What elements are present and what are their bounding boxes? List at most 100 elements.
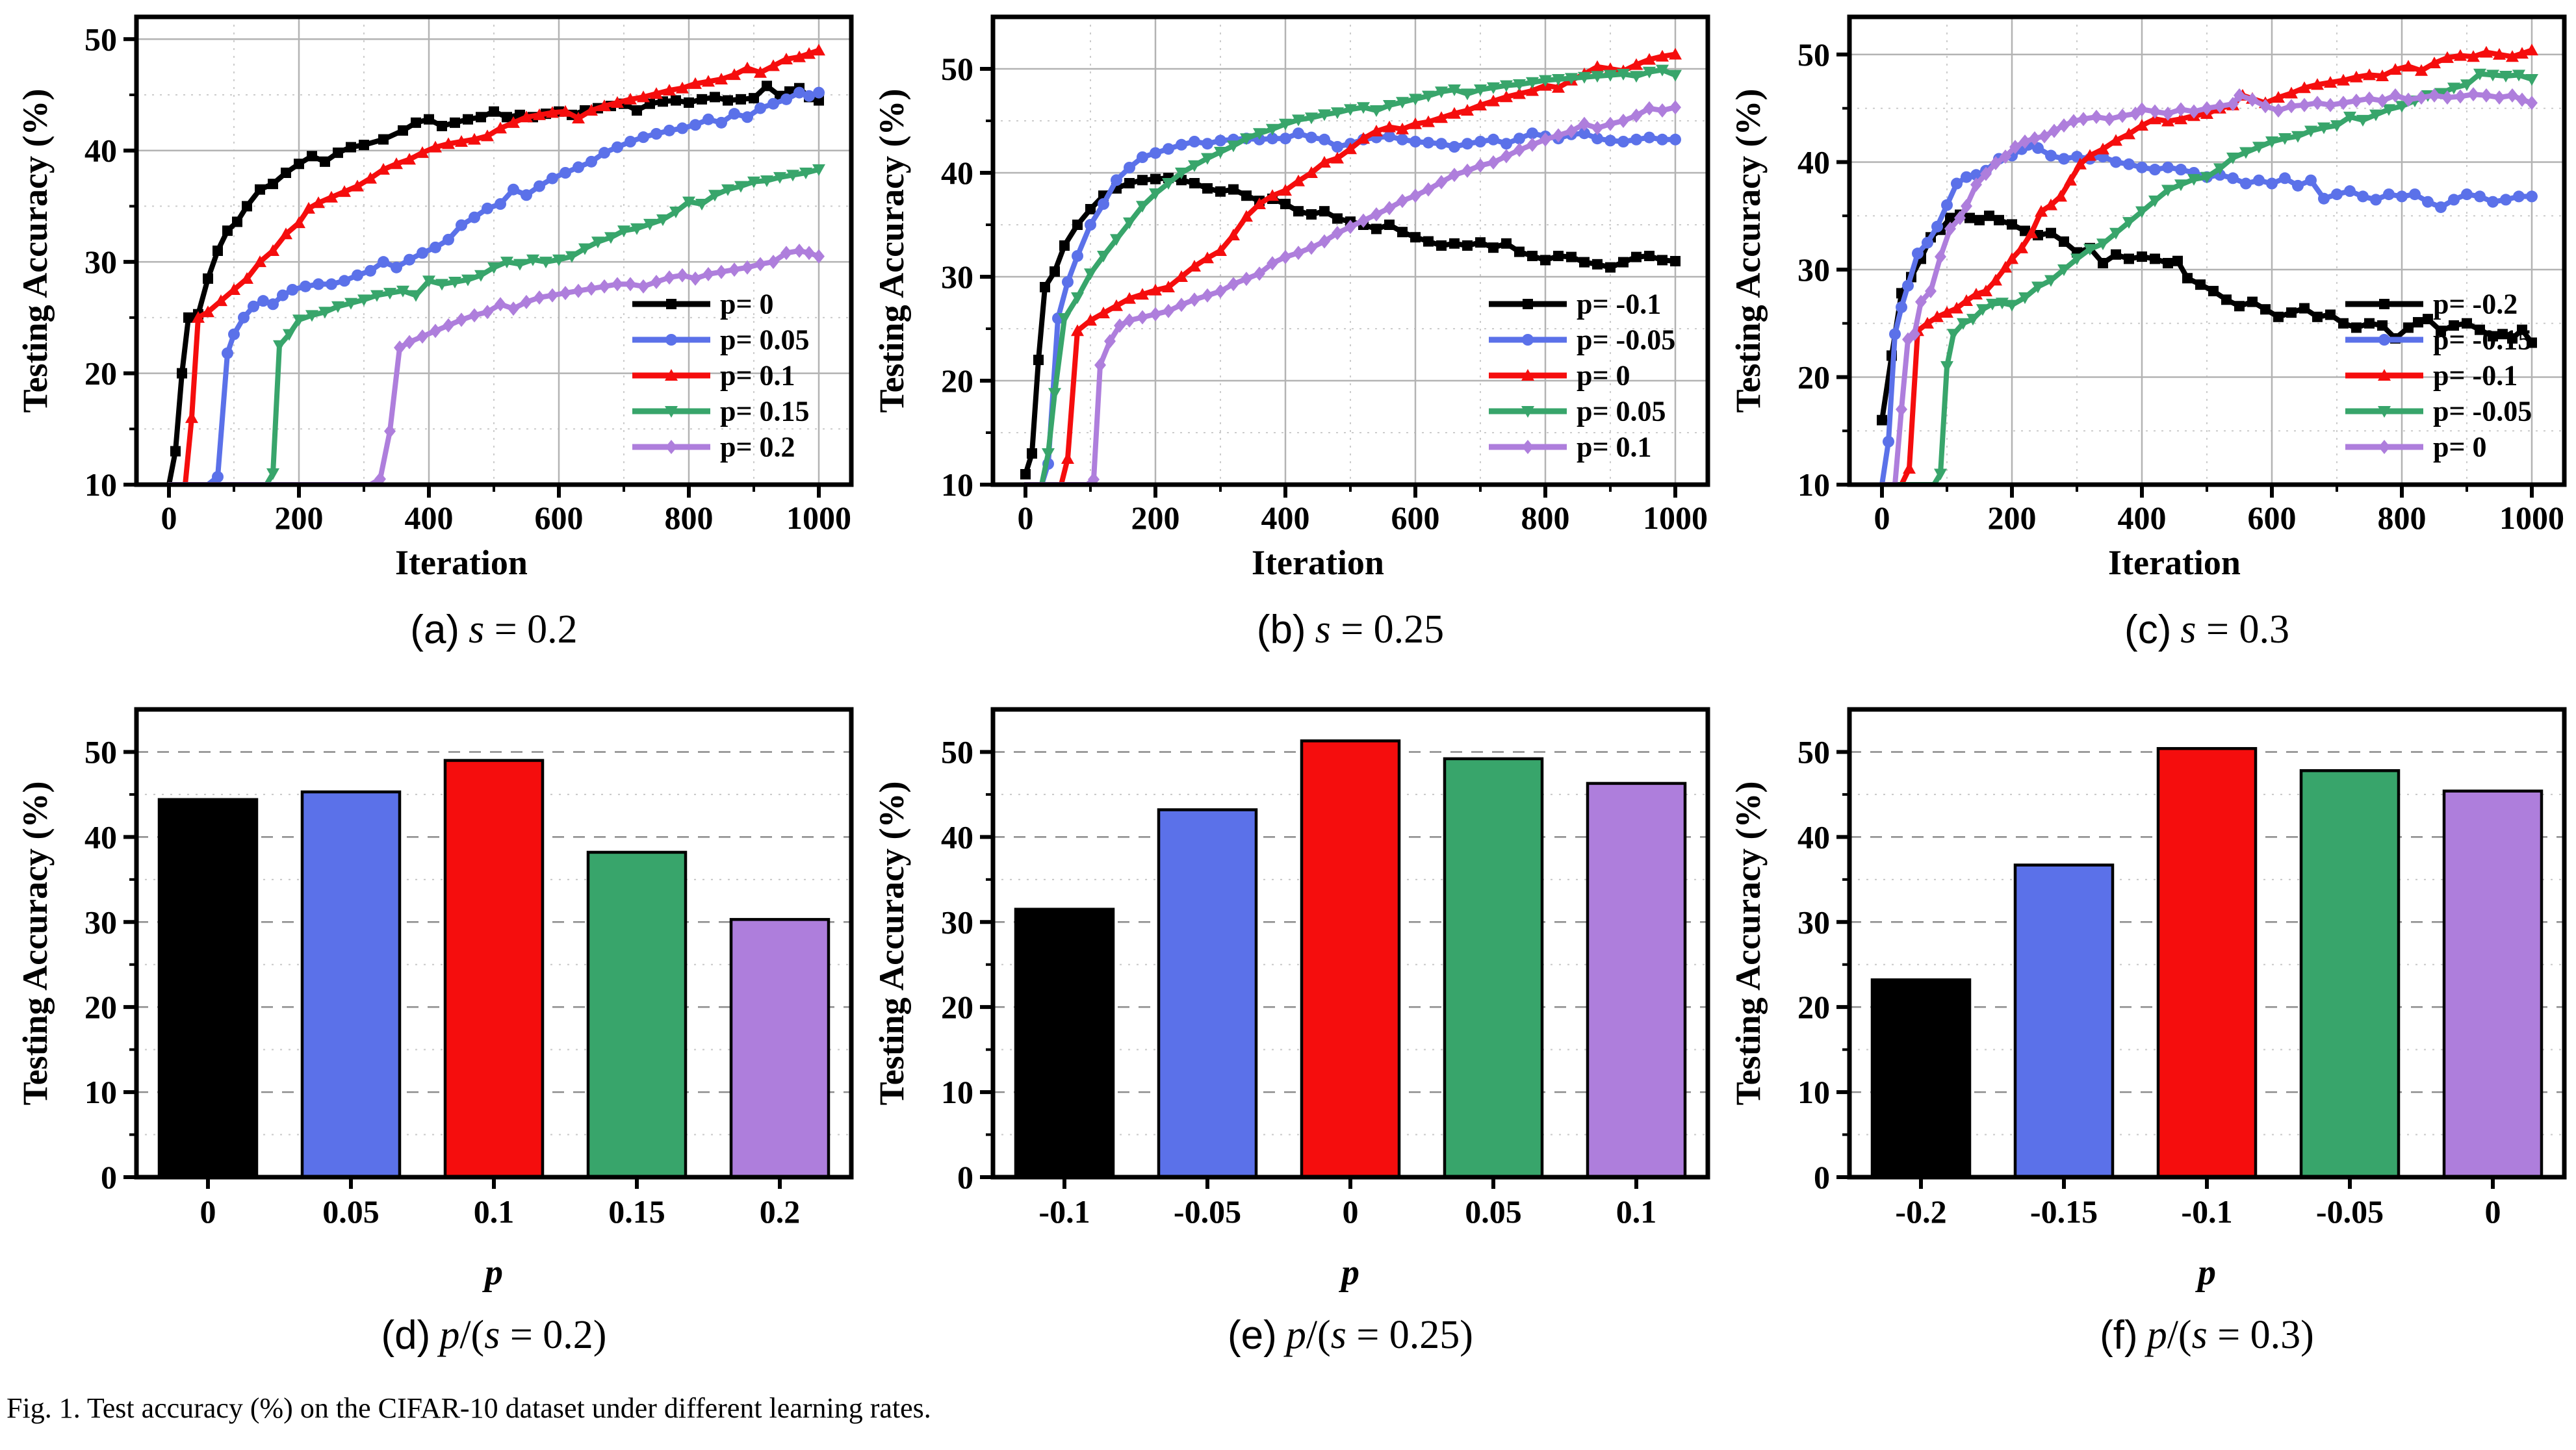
series-p0 (1023, 47, 1682, 485)
svg-text:10: 10 (84, 1074, 117, 1110)
svg-text:p= 0.15: p= 0.15 (720, 396, 810, 427)
series-p0.05 (166, 86, 825, 485)
svg-text:10: 10 (1797, 1074, 1830, 1110)
panel-c: 10 20 30 40 50 0 200 400 600 800 1000 Testing Accur… (1719, 4, 2576, 664)
bar-0.2 (729, 918, 831, 1179)
bar--0.15 (2013, 863, 2115, 1179)
svg-text:200: 200 (275, 500, 324, 536)
series-p0.1 (166, 44, 825, 485)
svg-text:30: 30 (1797, 904, 1830, 940)
subcaption-label: (a) (410, 607, 460, 652)
subcaption-math: p/(s = 0.3) (2146, 1312, 2314, 1357)
svg-text:0: 0 (101, 1159, 117, 1195)
svg-text:p= -0.05: p= -0.05 (1577, 324, 1675, 356)
subcaption-e: (e) p/(s = 0.25) (993, 1301, 1708, 1369)
subcaption-d: (d) p/(s = 0.2) (136, 1301, 851, 1369)
y-axis-title: Testing Accuracy (%) (1729, 89, 1768, 413)
svg-text:20: 20 (84, 355, 117, 392)
svg-text:-0.1: -0.1 (1038, 1193, 1090, 1230)
line-chart-s-0.2: 10 20 30 40 50 0 200 400 600 800 1000 Testing Accur… (16, 14, 854, 582)
svg-text:p= -0.1: p= -0.1 (2433, 360, 2518, 392)
series-p0.05 (1023, 64, 1682, 485)
bar--0.2 (1870, 978, 1972, 1179)
svg-text:p= 0.1: p= 0.1 (1577, 431, 1652, 463)
svg-text:20: 20 (941, 363, 973, 399)
svg-text:40: 40 (941, 155, 973, 191)
svg-text:200: 200 (1131, 500, 1180, 536)
axis-ticks (123, 750, 782, 1189)
svg-text:30: 30 (941, 259, 973, 295)
tick-labels: 0 10 20 30 40 50 -0.2 -0.15 -0.1 -0.05 0 (1797, 733, 2501, 1230)
svg-text:0.2: 0.2 (760, 1193, 801, 1230)
panel-a: 10 20 30 40 50 0 200 400 600 800 1000 Testing Accur… (6, 4, 863, 664)
gridlines (136, 17, 851, 485)
svg-text:p= 0.2: p= 0.2 (720, 431, 795, 463)
svg-text:20: 20 (1797, 989, 1830, 1025)
line-chart-s-0.25: 10 20 30 40 50 0 200 400 600 800 1000 Testing Accur… (872, 14, 1710, 582)
axis-ticks (1836, 52, 2534, 498)
subcaption-b: (b) s = 0.25 (993, 595, 1708, 664)
svg-text:40: 40 (941, 819, 973, 855)
svg-text:-0.1: -0.1 (2181, 1193, 2232, 1230)
series-p-0.05 (1879, 68, 2538, 485)
subcaption-math: s = 0.2 (469, 607, 578, 652)
subcaption-math: p/(s = 0.25) (1285, 1312, 1473, 1357)
svg-text:0.15: 0.15 (608, 1193, 665, 1230)
svg-text:30: 30 (1797, 251, 1830, 288)
y-axis-title: Testing Accuracy (%) (872, 89, 911, 413)
axis-ticks (980, 750, 1638, 1189)
bars (1014, 739, 1687, 1179)
axis-ticks (123, 37, 821, 498)
svg-text:600: 600 (1391, 500, 1440, 536)
bar-0.1 (443, 759, 545, 1179)
svg-text:-0.05: -0.05 (1174, 1193, 1241, 1230)
svg-text:50: 50 (84, 21, 117, 57)
subcaption-label: (d) (381, 1312, 431, 1358)
tick-labels: 10 20 30 40 50 0 200 400 600 800 1000 (941, 51, 1708, 536)
bars (157, 759, 831, 1179)
svg-text:40: 40 (84, 133, 117, 169)
series-p0.2 (166, 244, 825, 485)
svg-text:0.05: 0.05 (1465, 1193, 1522, 1230)
x-axis-title: Iteration (1252, 543, 1384, 582)
bar-0.05 (300, 790, 402, 1179)
bar-0 (2442, 789, 2544, 1179)
subcaption-a: (a) s = 0.2 (136, 595, 851, 664)
svg-text:50: 50 (84, 733, 117, 770)
svg-text:20: 20 (941, 989, 973, 1025)
bar-0.1 (1586, 782, 1687, 1179)
svg-text:10: 10 (1797, 466, 1830, 503)
bar-0.15 (586, 850, 688, 1179)
svg-text:0.1: 0.1 (1616, 1193, 1657, 1230)
svg-text:50: 50 (941, 733, 973, 770)
bars (1870, 746, 2544, 1179)
svg-text:40: 40 (1797, 144, 1830, 180)
svg-text:0: 0 (2485, 1193, 2501, 1230)
svg-text:p= 0.05: p= 0.05 (720, 324, 810, 356)
bar-chart-s-0.25: 0 10 20 30 40 50 -0.1 -0.05 0 0.05 0.1 Testing Accu… (872, 707, 1710, 1293)
subcaption-label: (e) (1228, 1312, 1277, 1358)
svg-text:50: 50 (1797, 733, 1830, 770)
x-axis-title: Iteration (395, 543, 528, 582)
svg-text:10: 10 (941, 1074, 973, 1110)
chart-grid: 10 20 30 40 50 0 200 400 600 800 1000 Testing Accur… (6, 4, 2576, 1369)
svg-text:0.1: 0.1 (474, 1193, 515, 1230)
svg-text:40: 40 (1797, 819, 1830, 855)
bar-0 (157, 798, 259, 1179)
bar--0.05 (1157, 808, 1258, 1179)
subcaption-math: s = 0.25 (1315, 607, 1445, 652)
bar--0.1 (2156, 746, 2258, 1179)
y-axis-title: Testing Accuracy (%) (872, 782, 911, 1106)
svg-text:p= 0: p= 0 (1577, 360, 1630, 392)
panel-e: 0 10 20 30 40 50 -0.1 -0.05 0 0.05 0.1 Testing Accu… (863, 664, 1719, 1369)
svg-text:400: 400 (2118, 500, 2167, 536)
bar-0.05 (1443, 757, 1544, 1179)
svg-text:p= -0.1: p= -0.1 (1577, 288, 1661, 320)
svg-text:p= 0.05: p= 0.05 (1577, 396, 1666, 427)
tick-labels: 0 10 20 30 40 50 -0.1 -0.05 0 0.05 0.1 (941, 733, 1656, 1230)
svg-text:0: 0 (957, 1159, 973, 1195)
panel-b: 10 20 30 40 50 0 200 400 600 800 1000 Testing Accur… (863, 4, 1719, 664)
x-axis-title: p (482, 1253, 503, 1293)
series-p-0.2 (1877, 209, 2537, 426)
svg-text:40: 40 (84, 819, 117, 855)
